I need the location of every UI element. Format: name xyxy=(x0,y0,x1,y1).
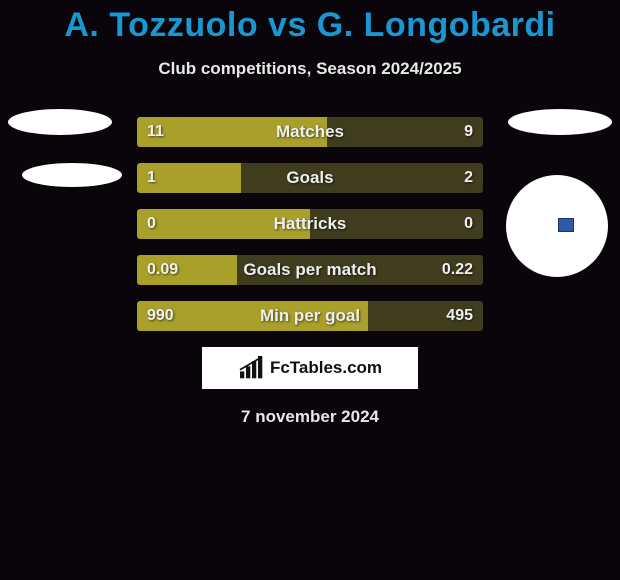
team-badge-icon xyxy=(558,218,574,232)
bar-segment-right xyxy=(327,117,483,147)
bar-bg xyxy=(137,209,483,239)
brand-logo: FcTables.com xyxy=(202,347,418,389)
silhouette-ellipse-icon xyxy=(508,109,612,135)
bar-row: 990Min per goal495 xyxy=(137,301,483,331)
footer-date: 7 november 2024 xyxy=(0,407,620,427)
bar-bg xyxy=(137,117,483,147)
bar-segment-left xyxy=(137,209,310,239)
bar-segment-right xyxy=(241,163,483,193)
bar-segment-left xyxy=(137,163,241,193)
bar-segment-left xyxy=(137,255,237,285)
bar-chart-icon xyxy=(238,356,266,380)
silhouette-ellipse-icon xyxy=(8,109,112,135)
silhouette-circle-icon xyxy=(506,175,608,277)
bar-segment-right xyxy=(368,301,483,331)
bar-segment-right xyxy=(310,209,483,239)
bar-segment-left xyxy=(137,301,368,331)
bar-segment-right xyxy=(237,255,483,285)
brand-label: FcTables.com xyxy=(270,358,382,378)
page-title: A. Tozzuolo vs G. Longobardi xyxy=(0,0,620,45)
player-right-avatar xyxy=(508,109,612,277)
bar-row: 11Matches9 xyxy=(137,117,483,147)
bar-list: 11Matches9 1Goals2 0Hattricks0 0.09Goals pe… xyxy=(137,117,483,331)
bar-bg xyxy=(137,163,483,193)
player-left-avatar xyxy=(8,109,122,187)
page-subtitle: Club competitions, Season 2024/2025 xyxy=(0,59,620,79)
bar-row: 0Hattricks0 xyxy=(137,209,483,239)
silhouette-ellipse-icon xyxy=(22,163,122,187)
bar-row: 1Goals2 xyxy=(137,163,483,193)
bar-bg xyxy=(137,301,483,331)
bar-segment-left xyxy=(137,117,327,147)
bar-bg xyxy=(137,255,483,285)
comparison-chart: 11Matches9 1Goals2 0Hattricks0 0.09Goals pe… xyxy=(0,117,620,331)
bar-row: 0.09Goals per match0.22 xyxy=(137,255,483,285)
